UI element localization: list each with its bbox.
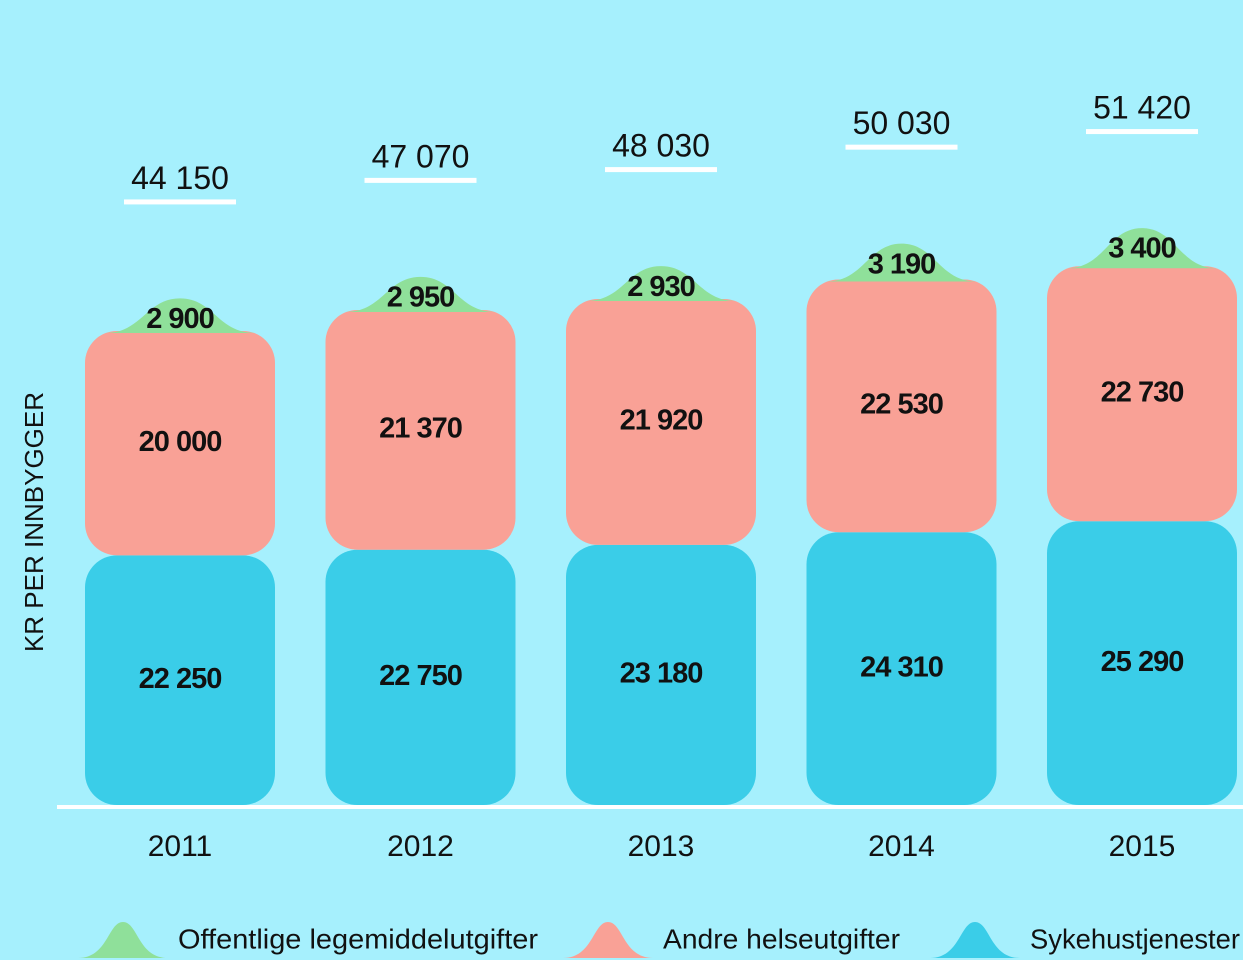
total-label: 47 070 — [372, 138, 470, 174]
value-label: 22 530 — [860, 389, 943, 421]
bar-segment — [806, 532, 997, 805]
value-label: 2 900 — [146, 303, 214, 335]
bump-segment — [1067, 228, 1217, 269]
value-label: 22 250 — [139, 663, 222, 695]
x-tick-label: 2012 — [387, 830, 454, 863]
x-tick-label: 2013 — [628, 830, 695, 863]
total-underline — [1086, 129, 1198, 135]
bar-segment — [325, 549, 516, 805]
bar-segment — [566, 544, 756, 805]
total-underline — [364, 177, 477, 183]
total-label: 51 420 — [1093, 90, 1191, 126]
bar-segment — [566, 298, 756, 545]
bar-segment — [85, 555, 275, 805]
legend-icon — [78, 922, 168, 958]
total-label: 50 030 — [853, 105, 951, 141]
value-label: 25 290 — [1101, 646, 1184, 678]
y-axis-label: KR PER INNBYGGER — [19, 392, 49, 652]
value-label: 22 750 — [379, 660, 462, 692]
x-tick-label: 2011 — [148, 830, 213, 863]
legend-icon — [930, 922, 1020, 958]
value-label: 23 180 — [620, 658, 703, 690]
value-label: 2 950 — [387, 282, 455, 314]
legend-icon — [563, 922, 653, 958]
x-tick-label: 2014 — [868, 830, 935, 863]
value-label: 3 400 — [1108, 233, 1176, 265]
value-label: 20 000 — [139, 426, 222, 458]
value-label: 2 930 — [627, 271, 695, 303]
bar-segment — [806, 279, 997, 533]
total-label: 44 150 — [131, 160, 229, 196]
bump-segment — [105, 298, 255, 333]
value-label: 24 310 — [860, 651, 943, 683]
value-label: 3 190 — [868, 248, 936, 280]
value-label: 22 730 — [1101, 376, 1184, 408]
bar-segment — [325, 309, 516, 550]
total-underline — [605, 167, 717, 173]
value-label: 21 370 — [379, 413, 462, 445]
bump-segment — [586, 266, 736, 301]
legend-label: Sykehustjenester — [1030, 923, 1240, 954]
legend-label: Offentlige legemiddelutgifter — [178, 923, 538, 954]
x-tick-label: 2015 — [1109, 830, 1176, 863]
bump-segment — [826, 243, 977, 282]
total-underline — [124, 199, 236, 205]
total-label: 48 030 — [612, 128, 710, 164]
bar-segment — [1047, 266, 1237, 522]
value-label: 21 920 — [620, 405, 703, 437]
bar-segment — [85, 330, 275, 556]
bar-segment — [1047, 521, 1237, 805]
legend-label: Andre helseutgifter — [663, 923, 900, 954]
bump-segment — [345, 276, 496, 312]
total-underline — [845, 144, 958, 150]
